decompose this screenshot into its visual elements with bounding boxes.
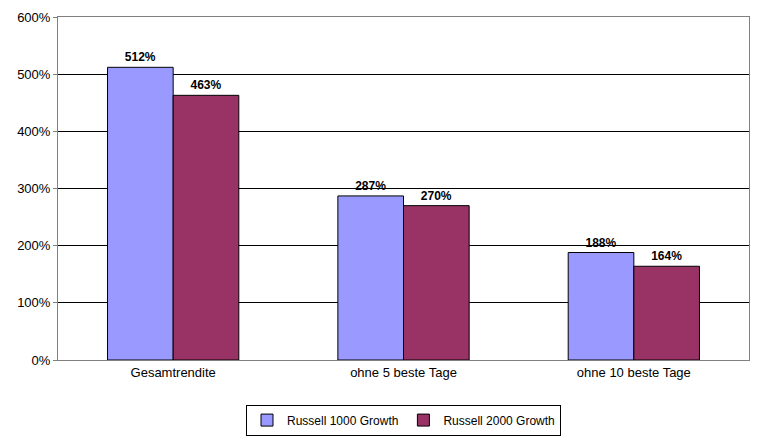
svg-text:200%: 200% [17,238,51,253]
svg-text:Russell 2000 Growth: Russell 2000 Growth [443,414,554,428]
svg-text:ohne 5 beste Tage: ohne 5 beste Tage [350,365,457,380]
svg-text:270%: 270% [421,189,452,203]
svg-text:400%: 400% [17,124,51,139]
svg-text:Russell 1000 Growth: Russell 1000 Growth [287,414,398,428]
svg-text:164%: 164% [651,249,682,263]
svg-text:287%: 287% [355,179,386,193]
svg-text:100%: 100% [17,295,51,310]
svg-text:463%: 463% [190,78,221,92]
svg-text:512%: 512% [125,50,156,64]
svg-text:300%: 300% [17,181,51,196]
svg-text:500%: 500% [17,67,51,82]
svg-text:188%: 188% [585,236,616,250]
svg-text:Gesamtrendite: Gesamtrendite [131,365,216,380]
svg-text:600%: 600% [17,10,51,25]
svg-text:ohne 10 beste Tage: ohne 10 beste Tage [577,365,691,380]
svg-text:0%: 0% [32,353,51,368]
